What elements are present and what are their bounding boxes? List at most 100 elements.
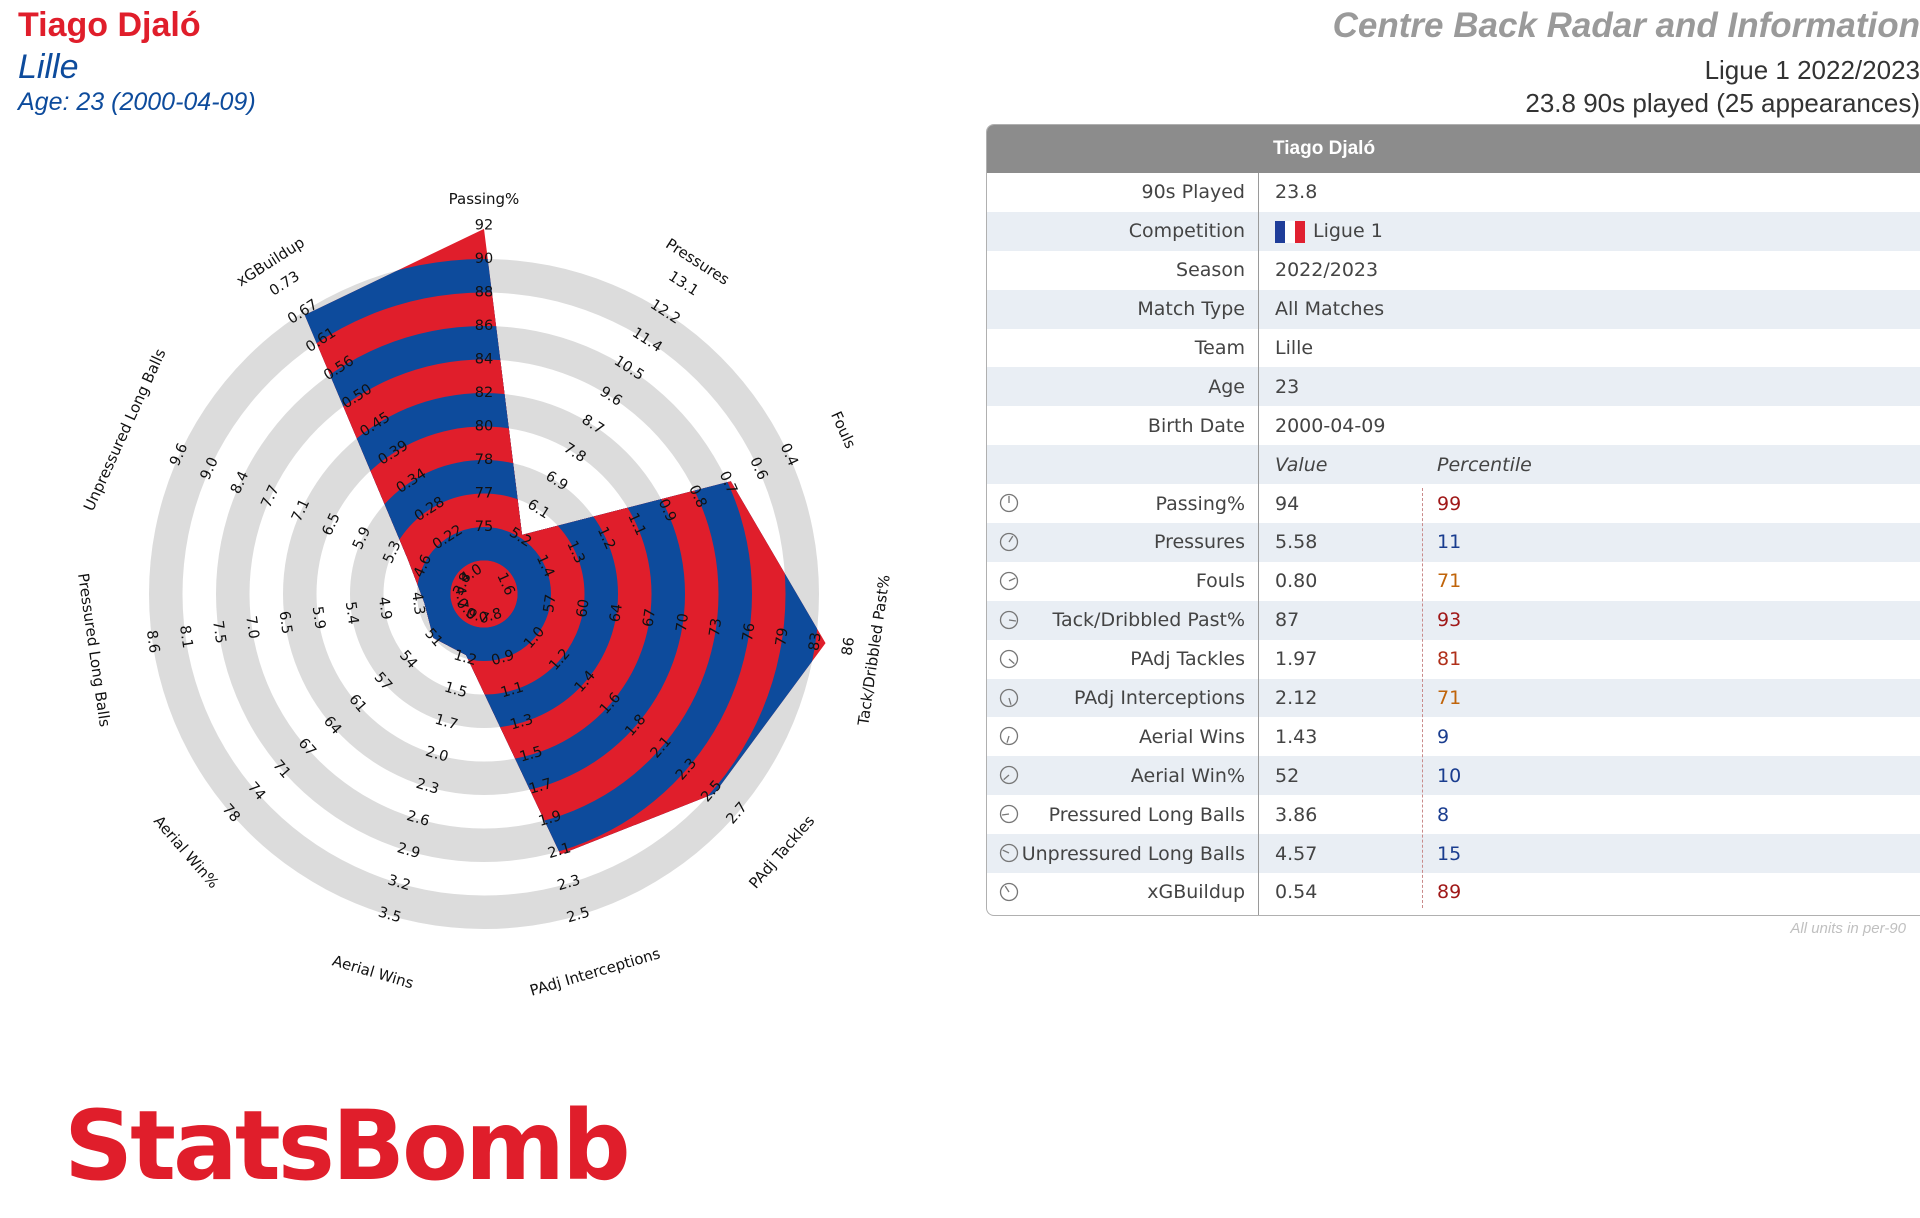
tick-label: 76	[740, 622, 758, 643]
info-label: Birth Date	[1147, 414, 1245, 437]
info-value-text: Lille	[1275, 337, 1314, 359]
info-row: Team Lille	[987, 329, 1920, 368]
stat-row: xGBuildup 0.54 89	[987, 873, 1920, 912]
tick-label: 86	[840, 636, 858, 657]
info-row: 90s Played 23.8	[987, 173, 1920, 212]
value-column-header: Value	[1275, 453, 1328, 476]
tick-label: 8.1	[176, 624, 195, 649]
info-value-text: 23	[1275, 375, 1300, 398]
tick-label: 7.5	[209, 620, 228, 645]
tick-label: 88	[475, 285, 493, 301]
inner-tick-label: 0.8	[477, 606, 504, 628]
table-header: Tiago Djaló	[987, 125, 1920, 173]
stat-percentile: 8	[1437, 803, 1450, 826]
tick-label: 5.4	[342, 601, 361, 626]
tick-label: 70	[674, 612, 692, 633]
tick-label: 1.5	[518, 744, 545, 766]
stat-percentile: 71	[1437, 687, 1462, 710]
tick-label: 1.5	[442, 680, 469, 702]
info-row: Season 2022/2023	[987, 251, 1920, 290]
player-info-table: Tiago Djaló 90s Played 23.8 Competition Lig…	[986, 124, 1920, 916]
info-row: Competition Ligue 1	[987, 211, 1920, 251]
stat-row: Pressures 5.58 11	[987, 523, 1920, 562]
percentile-divider	[1422, 488, 1423, 909]
tick-label: 1.7	[433, 712, 460, 734]
stat-label: PAdj Interceptions	[1074, 687, 1245, 710]
stat-row: PAdj Tackles 1.97 81	[987, 640, 1920, 679]
dial-icon	[999, 610, 1019, 629]
info-row: Birth Date 2000-04-09	[987, 406, 1920, 445]
dial-icon	[999, 843, 1019, 863]
tick-label: 64	[607, 603, 625, 624]
stat-row: Tack/Dribbled Past% 87 93	[987, 600, 1920, 640]
tick-label: 4.9	[375, 596, 394, 621]
info-row: Match Type All Matches	[987, 289, 1920, 329]
stat-percentile: 99	[1437, 492, 1462, 515]
tick-label: 5.9	[309, 605, 328, 630]
stat-label: PAdj Tackles	[1130, 648, 1245, 671]
stat-label: Tack/Dribbled Past%	[1052, 609, 1245, 632]
competition-season: Ligue 1 2022/2023	[1704, 55, 1920, 85]
stat-row: Pressured Long Balls 3.86 8	[987, 795, 1920, 834]
stat-value: 1.97	[1275, 648, 1318, 671]
stat-label: Fouls	[1195, 570, 1245, 593]
dial-icon	[999, 571, 1019, 591]
radar-core	[450, 560, 518, 628]
player-name: Tiago Djaló	[18, 6, 201, 44]
stat-percentile: 71	[1437, 570, 1462, 593]
info-label: Competition	[1128, 220, 1245, 243]
info-value: 23	[1275, 376, 1299, 398]
player-age: Age: 23 (2000-04-09)	[18, 88, 256, 116]
info-value: All Matches	[1275, 298, 1384, 320]
tick-label: 2.5	[565, 905, 592, 927]
stat-value: 94	[1275, 492, 1300, 515]
stat-value: 4.57	[1275, 842, 1318, 865]
tick-label: 84	[475, 352, 493, 368]
tick-label: 79	[773, 627, 791, 648]
info-value: 2000-04-09	[1275, 415, 1385, 437]
axis-name: Pressured Long Balls	[74, 572, 114, 728]
tick-label: 4.3	[408, 591, 427, 616]
tick-label: 1.1	[499, 680, 526, 702]
tick-label: 2.9	[395, 840, 422, 862]
stat-label: Unpressured Long Balls	[1021, 842, 1245, 865]
tick-label: 2.6	[405, 808, 432, 830]
tick-label: 0.9	[490, 647, 517, 669]
info-label: 90s Played	[1141, 181, 1246, 204]
stat-value: 1.43	[1275, 725, 1318, 748]
axis-name: Passing%	[449, 190, 520, 208]
tick-label: 3.2	[386, 872, 413, 894]
axis-name: Tack/Dribbled Past%	[854, 574, 894, 728]
tick-label: 57	[541, 593, 559, 614]
stat-percentile: 9	[1437, 725, 1450, 748]
info-value-text: 2022/2023	[1275, 259, 1379, 282]
stat-value: 2.12	[1275, 687, 1318, 710]
dial-icon	[999, 766, 1019, 785]
tick-label: 77	[475, 486, 493, 502]
tick-label: 82	[475, 385, 493, 401]
percentile-column-header: Percentile	[1437, 453, 1532, 476]
axis-name: Aerial Wins	[330, 952, 416, 993]
tick-label: 2.0	[423, 744, 450, 766]
info-value-text: All Matches	[1275, 298, 1385, 321]
tick-label: 8.6	[143, 629, 162, 654]
column-header-row: Value Percentile	[987, 445, 1920, 485]
info-label: Age	[1208, 375, 1245, 398]
tick-label: 92	[475, 218, 493, 234]
tick-label: 7.0	[242, 615, 261, 640]
info-value: Lille	[1275, 337, 1313, 359]
stat-row: PAdj Interceptions 2.12 71	[987, 678, 1920, 718]
tick-label: 1.2	[452, 647, 479, 669]
inner-tick-label: 0.7	[464, 606, 491, 628]
info-value-text: 2000-04-09	[1275, 414, 1386, 437]
tick-label: 78	[475, 452, 493, 468]
report-title: Centre Back Radar and Information	[1332, 6, 1920, 45]
stat-value: 3.86	[1275, 803, 1318, 826]
statsbomb-logo: StatsBomb	[64, 1090, 631, 1202]
dial-icon	[999, 532, 1019, 552]
stat-value: 5.58	[1275, 531, 1318, 554]
tick-label: 1.7	[527, 776, 554, 798]
france-flag-icon	[1275, 220, 1305, 243]
tick-label: 1.3	[508, 712, 535, 734]
info-value: 2022/2023	[1275, 259, 1378, 281]
